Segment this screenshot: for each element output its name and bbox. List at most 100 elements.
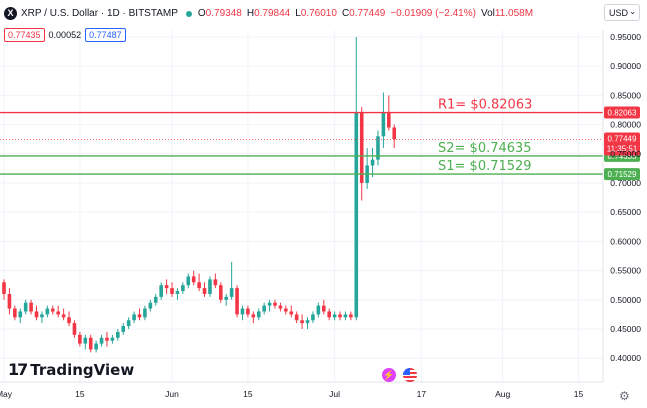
x-tick-label: Jul [329,389,340,399]
y-tick-label: 0.50000 [610,295,641,305]
level-price-tag-label: 0.71529 [608,170,637,179]
y-tick-label: 0.65000 [610,207,641,217]
candle-body [327,311,331,318]
candle-body [316,305,321,315]
candle-body [34,311,39,318]
candle-body [197,282,201,289]
low-value: 0.76010 [300,8,337,19]
high-value: 0.79844 [254,8,291,19]
lightning-icon[interactable]: ⚡ [382,368,396,382]
y-tick-label: 0.40000 [610,353,641,363]
candle-body [159,285,163,297]
y-tick-label: 0.90000 [610,61,641,71]
candle-body [83,337,88,344]
candle-body [2,282,6,294]
currency-value: USD [609,8,629,18]
y-tick-label: 0.85000 [610,90,641,100]
y-tick-label: 0.75000 [610,149,641,159]
last-price-tag [604,132,640,156]
candle-body [191,276,196,283]
candle-body [343,314,348,318]
candle-body [18,311,23,318]
candle-body [186,276,191,286]
level-label: S2= $0.74635 [438,141,532,156]
candle-body [23,302,28,312]
candle-body [294,314,299,321]
candle-body [88,337,93,350]
level-price-tag-label: 0.82063 [608,109,637,118]
candle-body [289,311,294,315]
close-value: 0.77449 [349,8,386,19]
candle-body [29,302,33,312]
candle-body [72,323,77,335]
y-tick-label: 0.45000 [610,324,641,334]
x-tick-label: 15 [75,389,85,399]
candle-body [338,314,342,318]
candle-body [219,285,223,300]
market-status-dot-icon [185,10,192,17]
chart-header: X XRP / U.S. Dollar · 1D · BITSTAMP O 0.7… [0,0,600,26]
level-label: R1= $0.82063 [438,98,532,113]
candle-body [45,308,50,315]
symbol-title[interactable]: XRP / U.S. Dollar · 1D · BITSTAMP [21,8,178,19]
candle-body [126,320,131,327]
candle-body [61,314,66,318]
level-price-tag [604,106,640,119]
open-value: 0.79348 [205,8,242,19]
candle-body [376,136,380,160]
candle-body [246,308,250,315]
candle-body [332,314,337,318]
bar-countdown: 11:35:51 [607,144,638,153]
candle-body [164,285,169,289]
us-flag-icon[interactable] [403,368,417,382]
tradingview-name: TradingView [30,360,135,379]
tradingview-logo[interactable]: 17 TradingView [8,360,134,379]
volume-value: 11.058M [494,8,534,19]
candle-body [110,337,115,341]
candle-body [94,343,98,350]
time-axis: May15Jun15Jul17Aug15Sep [0,389,584,399]
candle-body [67,317,71,324]
open-label: O [197,8,206,19]
level-label: S1= $0.71529 [438,159,532,174]
support-resistance-levels: R1= $0.82063 0.82063 S2= $0.74635 0.74635 S1… [0,98,640,181]
y-tick-label: 0.70000 [610,178,641,188]
x-tick-label: 17 [417,389,427,399]
candle-body [148,302,153,309]
x-tick-label: 15 [574,389,584,399]
candle-body [349,314,353,318]
last-price-value: 0.77449 [608,134,637,143]
candle-body [311,314,315,321]
chevron-down-icon: ⌄ [629,7,636,16]
price-axis: 0.95000 0.90000 0.85000 0.80000 0.75000 0.700… [610,32,641,363]
candle-body [181,285,185,292]
candle-body [229,288,234,297]
bid-price-button[interactable]: 0.77435 [4,28,45,42]
candle-body [153,296,158,303]
candle-body [175,291,180,294]
candle-body [273,302,277,306]
candle-body [359,112,364,183]
bid-ask-box: 0.77435 0.00052 0.77487 [4,27,126,43]
gear-icon[interactable]: ⚙ [619,389,630,403]
x-tick-label: 15 [243,389,253,399]
candle-body [137,314,142,318]
ask-price-button[interactable]: 0.77487 [85,28,126,42]
candle-body [121,326,126,332]
candle-body [305,320,310,324]
candle-body [105,337,109,341]
xrp-logo-icon: X [4,7,17,20]
x-tick-label: May [0,389,13,399]
x-tick-label: Aug [495,389,510,399]
candle-body [235,288,239,315]
candle-body [56,311,60,315]
candle-body [170,288,174,294]
level-price-tag [604,168,640,181]
candle-body [132,314,136,321]
candle-body [278,305,283,309]
close-label: C [341,8,350,19]
currency-select[interactable]: USD ⌄ [604,4,640,21]
x-tick-label: Jun [165,389,179,399]
spread-value: 0.00052 [48,30,82,40]
